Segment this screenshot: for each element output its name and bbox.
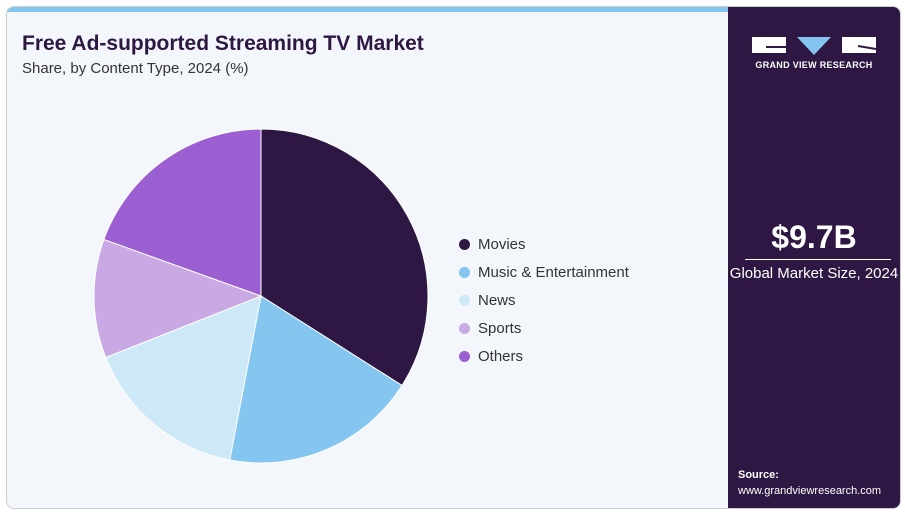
divider bbox=[745, 259, 891, 260]
chart-subtitle: Share, by Content Type, 2024 (%) bbox=[22, 60, 249, 77]
legend-swatch bbox=[459, 322, 470, 334]
market-size: $9.7B bbox=[771, 219, 857, 255]
legend-swatch bbox=[459, 294, 470, 306]
legend-label: Others bbox=[478, 347, 524, 365]
pie-slice-news bbox=[105, 295, 262, 461]
market-size-caption: Global Market Size, 2024 bbox=[729, 265, 899, 282]
legend-item: Sports bbox=[459, 314, 629, 342]
pie-slice-sports bbox=[93, 238, 263, 359]
source-label: Source: bbox=[738, 469, 779, 481]
chart-card: Free Ad-supported Streaming TV Market Sh… bbox=[6, 6, 901, 509]
brand-name: GRAND VIEW RESEARCH bbox=[755, 60, 873, 70]
source-url[interactable]: www.grandviewresearch.com bbox=[738, 485, 882, 497]
legend-label: Music & Entertainment bbox=[478, 263, 629, 281]
legend-swatch bbox=[459, 238, 470, 250]
chart-title: Free Ad-supported Streaming TV Market bbox=[22, 32, 424, 55]
legend-label: News bbox=[478, 291, 516, 309]
sidebar: GRAND VIEW RESEARCH $9.7B Global Market … bbox=[728, 7, 900, 508]
grand-view-research-logo bbox=[752, 37, 876, 55]
legend: Movies Music & Entertainment News Sports Oth… bbox=[459, 230, 629, 370]
legend-swatch bbox=[459, 266, 470, 278]
pie-chart bbox=[93, 128, 429, 464]
pie-slice-movies bbox=[260, 128, 429, 387]
legend-item: News bbox=[459, 286, 629, 314]
legend-label: Movies bbox=[478, 235, 526, 253]
legend-item: Music & Entertainment bbox=[459, 258, 629, 286]
pie-slice-music-entertainment bbox=[229, 295, 403, 464]
legend-item: Others bbox=[459, 342, 629, 370]
accent-bar bbox=[7, 7, 728, 12]
legend-label: Sports bbox=[478, 319, 522, 337]
pie-slice-others bbox=[103, 128, 262, 297]
legend-swatch bbox=[459, 350, 470, 362]
legend-item: Movies bbox=[459, 230, 629, 258]
